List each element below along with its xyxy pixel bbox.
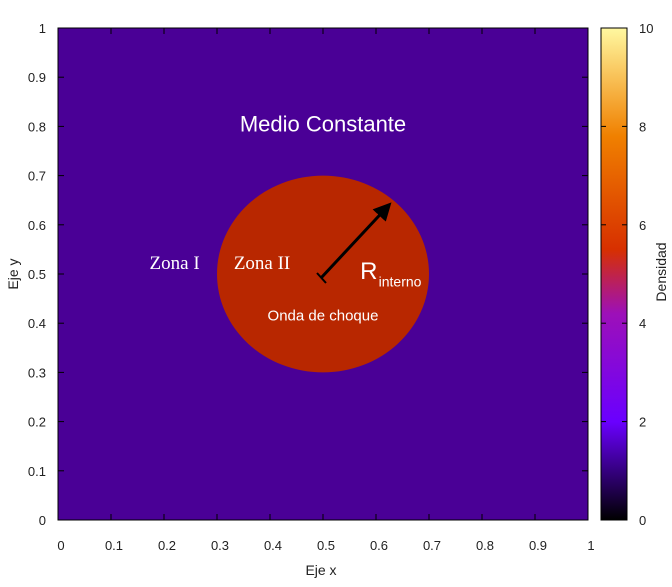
radius-arrow bbox=[319, 202, 392, 280]
y-tick-label: 0.4 bbox=[28, 316, 46, 331]
x-tick-label: 0.9 bbox=[529, 538, 547, 553]
colorbar-tick-label: 0 bbox=[639, 513, 646, 528]
x-tick-label: 0 bbox=[57, 538, 64, 553]
x-tick-label: 0.8 bbox=[476, 538, 494, 553]
y-tick-label: 0 bbox=[39, 513, 46, 528]
colorbar-tick-label: 8 bbox=[639, 119, 646, 134]
zone-2-label: Zona II bbox=[234, 253, 290, 274]
x-tick-label: 0.3 bbox=[211, 538, 229, 553]
colorbar-tick-label: 6 bbox=[639, 218, 646, 233]
y-tick-label: 0.2 bbox=[28, 415, 46, 430]
y-tick-label: 0.5 bbox=[28, 267, 46, 282]
y-tick-label: 0.7 bbox=[28, 169, 46, 184]
shock-wave-label: Onda de choque bbox=[268, 308, 379, 325]
x-axis-label: Eje x bbox=[305, 562, 336, 578]
colorbar-label: Densidad bbox=[653, 242, 669, 301]
radius-label-main: R bbox=[360, 258, 377, 285]
zone-1-label: Zona I bbox=[150, 253, 200, 274]
colorbar-tick-label: 2 bbox=[639, 415, 646, 430]
colorbar-tick-label: 10 bbox=[639, 21, 653, 36]
colorbar-ticks: 0 2 4 6 8 10 bbox=[601, 21, 653, 528]
radius-arrow-tail bbox=[316, 272, 327, 284]
x-tick-label: 1 bbox=[587, 538, 594, 553]
x-tick-label: 0.6 bbox=[370, 538, 388, 553]
y-tick-label: 0.3 bbox=[28, 365, 46, 380]
x-tick-label: 0.4 bbox=[264, 538, 282, 553]
radius-label-subscript: interno bbox=[379, 273, 422, 289]
x-tick-label: 0.2 bbox=[158, 538, 176, 553]
x-tick-label: 0.1 bbox=[105, 538, 123, 553]
y-tick-label: 0.9 bbox=[28, 70, 46, 85]
y-tick-label: 1 bbox=[39, 21, 46, 36]
y-axis-ticks: 0 0.1 0.2 0.3 0.4 0.5 0.6 0.7 0.8 0.9 1 bbox=[28, 21, 588, 528]
y-tick-label: 0.6 bbox=[28, 218, 46, 233]
colorbar bbox=[600, 27, 628, 521]
colorbar-tick-label: 4 bbox=[639, 316, 646, 331]
y-tick-label: 0.1 bbox=[28, 464, 46, 479]
y-tick-label: 0.8 bbox=[28, 119, 46, 134]
y-axis-label: Eje y bbox=[5, 258, 21, 289]
x-axis-ticks: 0 0.1 0.2 0.3 0.4 0.5 0.6 0.7 0.8 0.9 1 bbox=[57, 28, 595, 553]
medium-label: Medio Constante bbox=[240, 111, 406, 136]
x-tick-label: 0.5 bbox=[317, 538, 335, 553]
x-tick-label: 0.7 bbox=[423, 538, 441, 553]
